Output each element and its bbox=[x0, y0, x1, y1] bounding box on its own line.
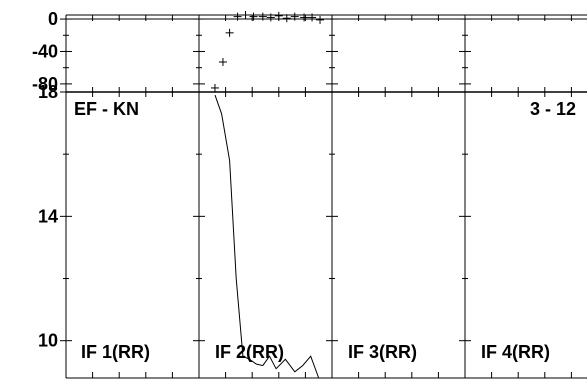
panel-label-2: IF 2(RR) bbox=[215, 342, 284, 362]
phase-point-12 bbox=[308, 13, 317, 22]
bottom-tick-label-2: 10 bbox=[38, 331, 58, 351]
phase-point-9 bbox=[282, 14, 291, 23]
panel-label-3: IF 3(RR) bbox=[348, 342, 417, 362]
chart-title-right: 3 - 12 bbox=[530, 99, 576, 119]
top-tick-label-2: -80 bbox=[32, 74, 58, 94]
chart-title-left: EF - KN bbox=[74, 99, 139, 119]
bottom-tick-label-0: 18 bbox=[38, 82, 58, 102]
panel-label-1: IF 1(RR) bbox=[81, 342, 150, 362]
phase-point-7 bbox=[266, 13, 275, 22]
phase-point-3 bbox=[233, 12, 242, 21]
phase-point-4 bbox=[241, 11, 250, 19]
label-layer: EF - KN 3 - 12 IF 1(RR) IF 2(RR) IF 3(RR… bbox=[74, 99, 576, 362]
phase-point-6 bbox=[258, 12, 267, 21]
phase-point-13 bbox=[316, 15, 325, 24]
phase-point-10 bbox=[290, 12, 299, 21]
phase-point-8 bbox=[274, 11, 283, 20]
bottom-tick-label-1: 14 bbox=[38, 206, 58, 226]
amplitude-line bbox=[214, 94, 320, 379]
top-tick-label-0: 0 bbox=[48, 9, 58, 29]
series-layer bbox=[210, 11, 325, 379]
phase-point-0 bbox=[210, 83, 219, 92]
phase-point-2 bbox=[225, 28, 234, 37]
panel-label-4: IF 4(RR) bbox=[481, 342, 550, 362]
phase-point-5 bbox=[249, 12, 258, 21]
phase-point-1 bbox=[218, 58, 227, 67]
frame-layer bbox=[65, 14, 587, 379]
top-tick-label-1: -40 bbox=[32, 41, 58, 61]
phase-point-11 bbox=[300, 13, 309, 22]
